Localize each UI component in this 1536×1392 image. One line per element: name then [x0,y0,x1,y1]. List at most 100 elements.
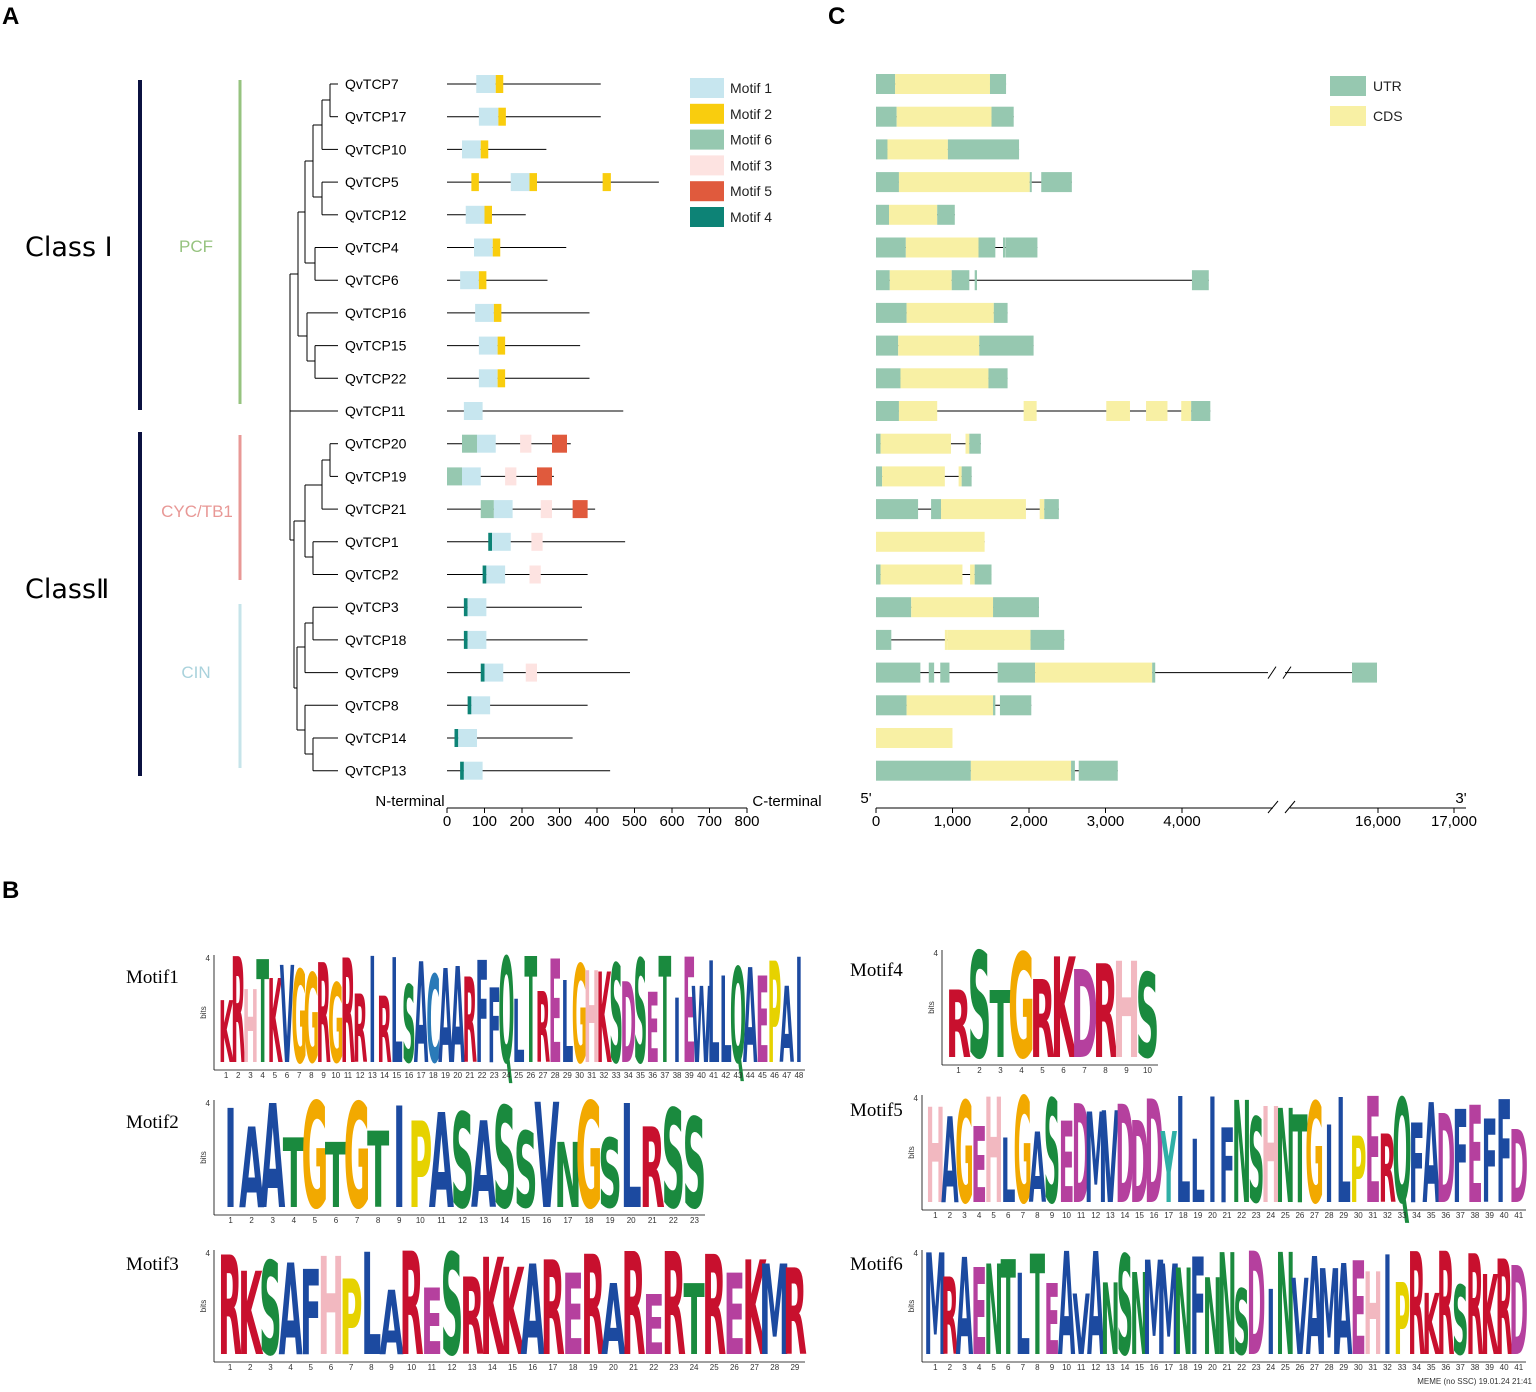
logo-position: 9 [397,1216,402,1225]
motif-logo-name: Motif4 [850,960,903,981]
logo-position: 30 [1354,1211,1363,1220]
utr-block [961,466,972,487]
logo-position: 21 [465,1071,474,1080]
cds-block [1035,662,1153,683]
cds-block [1181,401,1192,421]
logo-letter: S [968,922,991,1092]
logo-position: 11 [1077,1211,1086,1220]
cin-label: CIN [181,663,210,682]
logo-letter: K [219,985,234,1083]
logo-letter: I [1208,1069,1216,1237]
logo-letter: S [441,1224,463,1387]
bits-axis-max: 4 [206,1249,211,1258]
gene-structure-legend: UTR CDS [1330,76,1403,126]
logo-position: 23 [1252,1363,1261,1372]
panel-label-b: B [2,877,19,904]
motif1-box [510,173,530,192]
logo-letter: M [1157,1240,1179,1385]
logo-position: 9 [389,1363,394,1372]
gene-axis-tick: 0 [872,813,880,830]
logo-position: 15 [392,1071,401,1080]
utr-block [1352,662,1377,683]
logo-letter: F [1190,1230,1205,1386]
logo-letter: R [316,936,330,1096]
logo-letter: S [493,1078,516,1241]
logo-position: 41 [709,1071,718,1080]
gene-label: QvTCP19 [345,468,407,484]
logo-position: 6 [1061,1066,1066,1075]
motif-axis-tick: 100 [472,813,497,830]
utr-block [876,139,888,160]
logo-letter: D [1509,1111,1528,1227]
logo-letter: D [1247,1223,1266,1388]
logo-position: 40 [1500,1211,1509,1220]
logo-position: 34 [1412,1211,1421,1220]
logo-letter: F [1219,1108,1234,1227]
logo-letter: R [1466,1227,1483,1388]
logo-letter: A [779,965,794,1088]
logo-letter: S [451,1088,474,1239]
logo-position: 2 [948,1363,953,1372]
logo-position: 47 [782,1071,791,1080]
logo-letter: S [514,1111,537,1233]
motif1-box [492,532,511,551]
motif2-legend-label: Motif 2 [730,106,772,122]
motif-tracks [447,75,659,780]
cds-block [889,204,938,225]
gene-axis-tick: 4,000 [1163,813,1201,830]
logo-position: 24 [1266,1363,1275,1372]
logo-position: 20 [609,1363,618,1372]
utr-block [928,662,935,683]
motif1-box [467,630,487,649]
utr-block [1078,760,1118,781]
logo-letter: G [955,1072,973,1235]
cds-block [1106,401,1130,421]
utr-block [1005,237,1038,258]
motif3-box [529,565,541,584]
gene-label: QvTCP22 [345,370,407,386]
motif-axis-tick: 500 [622,813,647,830]
logo-position: 4 [260,1071,265,1080]
logo-position: 18 [429,1071,438,1080]
logo-letter: E [1059,1099,1074,1228]
logo-position: 12 [1091,1211,1100,1220]
logo-position: 1 [224,1071,229,1080]
logo-letter: E [643,1277,664,1374]
motif1-box [463,761,483,780]
logo-position: 14 [500,1216,509,1225]
logo-letter: H [243,969,259,1086]
logo-letter: K [500,1243,525,1383]
logo-position: 29 [790,1363,799,1372]
logo-letter: E [971,1244,986,1383]
logo-letter: A [1058,1223,1075,1388]
logo-letter: G [1305,1075,1323,1236]
motif1-box [465,205,485,224]
logo-letter: R [1495,1234,1512,1386]
logo-letter: A [414,934,429,1095]
logo-position: 7 [1082,1066,1087,1075]
cds-block [970,760,1072,781]
logo-letter: R [1408,1223,1425,1388]
three-prime-label: 3' [1455,790,1466,807]
gene-label: QvTCP16 [345,305,407,321]
utr-block [974,270,977,291]
logo-letter: D [1116,1076,1135,1234]
logo-position: 41 [1514,1363,1523,1372]
utr-block [969,433,981,454]
logo-position: 48 [794,1071,803,1080]
logo-position: 33 [1398,1211,1407,1220]
utr-block [991,106,1014,127]
motif1-box [471,696,491,715]
gene-label: QvTCP21 [345,501,407,517]
gene-axis-tick: 2,000 [1010,813,1048,830]
motif1-box [493,500,513,519]
logo-letter: H [1261,1081,1280,1234]
logo-position: 21 [1223,1211,1232,1220]
logo-position: 27 [1310,1211,1319,1220]
logo-position: 22 [1237,1363,1246,1372]
utr-block [978,237,996,258]
